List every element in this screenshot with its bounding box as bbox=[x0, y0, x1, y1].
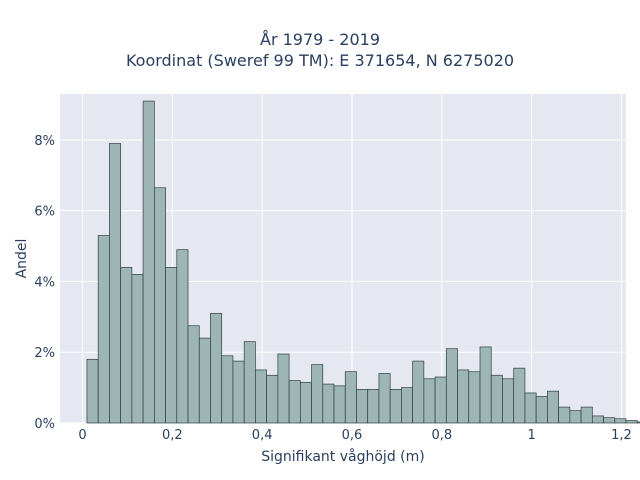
axis-ticks: 0 0,2 0,4 0,6 0,8 1 1,2 0% 2% 4% 6% 8% bbox=[34, 134, 631, 443]
histogram-bar bbox=[547, 390, 559, 424]
histogram-bar bbox=[198, 337, 211, 424]
x-tick-label: 0,6 bbox=[342, 428, 363, 443]
histogram-bar bbox=[86, 358, 99, 424]
histogram-bar bbox=[389, 389, 402, 424]
histogram-bar bbox=[187, 325, 200, 424]
chart-title-line-2: Koordinat (Sweref 99 TM): E 371654, N 62… bbox=[125, 51, 515, 70]
histogram-bar bbox=[109, 143, 121, 424]
histogram-bar bbox=[479, 346, 492, 424]
histogram-bar bbox=[614, 418, 627, 424]
histogram-bar bbox=[513, 367, 526, 424]
histogram-bar bbox=[524, 392, 537, 424]
histogram-bar bbox=[356, 389, 369, 424]
histogram-bar bbox=[423, 378, 436, 424]
y-tick-label: 8% bbox=[34, 134, 55, 149]
x-tick-label: 0,8 bbox=[431, 428, 452, 443]
y-tick-label: 2% bbox=[34, 346, 55, 361]
histogram-bar bbox=[367, 389, 380, 424]
x-tick-label: 0 bbox=[78, 428, 86, 443]
histogram-bar bbox=[636, 421, 640, 424]
chart-title-line-1: År 1979 - 2019 bbox=[260, 30, 380, 49]
histogram-bar bbox=[535, 396, 548, 424]
y-tick-label: 4% bbox=[34, 275, 55, 290]
histogram-bar bbox=[277, 353, 290, 424]
histogram-bar bbox=[142, 100, 155, 424]
histogram-bar bbox=[344, 371, 357, 424]
histogram-bar bbox=[299, 381, 312, 424]
histogram-bar bbox=[333, 385, 346, 424]
histogram-bar bbox=[266, 374, 279, 424]
histogram-bars bbox=[86, 100, 640, 424]
histogram-bar bbox=[434, 376, 447, 424]
x-tick-label: 1 bbox=[528, 428, 536, 443]
histogram-bar bbox=[378, 373, 391, 424]
histogram-bar bbox=[490, 374, 503, 424]
histogram-bar bbox=[569, 410, 582, 424]
histogram-bar bbox=[445, 348, 458, 424]
histogram-bar bbox=[210, 312, 223, 424]
x-tick-label: 0,2 bbox=[162, 428, 183, 443]
histogram-bar bbox=[255, 369, 267, 424]
histogram-bar bbox=[401, 387, 413, 424]
histogram-bar bbox=[176, 249, 189, 424]
histogram-bar bbox=[625, 420, 638, 424]
x-axis-title: Signifikant våghöjd (m) bbox=[261, 448, 424, 465]
x-tick-label: 1,2 bbox=[611, 428, 632, 443]
x-tick-label: 0,4 bbox=[252, 428, 273, 443]
histogram-bar bbox=[243, 341, 256, 424]
histogram-bar bbox=[457, 369, 470, 424]
y-tick-label: 0% bbox=[34, 417, 55, 432]
histogram-bar bbox=[165, 266, 178, 424]
histogram-bar bbox=[232, 360, 245, 424]
histogram-bar bbox=[591, 415, 604, 424]
histogram-bar bbox=[131, 274, 144, 424]
histogram-bar bbox=[288, 380, 301, 424]
histogram-bar bbox=[603, 417, 616, 424]
histogram-bar bbox=[120, 266, 133, 424]
histogram-bar bbox=[412, 360, 425, 424]
y-axis-title: Andel bbox=[14, 239, 30, 279]
histogram-bar bbox=[97, 235, 110, 424]
histogram-bar bbox=[322, 383, 335, 424]
histogram-bar bbox=[468, 371, 481, 424]
histogram-bar bbox=[558, 406, 571, 424]
histogram-bar bbox=[311, 364, 324, 424]
histogram-bar bbox=[153, 187, 166, 424]
histogram-bar bbox=[221, 355, 234, 424]
histogram-bar bbox=[502, 378, 515, 424]
y-tick-label: 6% bbox=[34, 205, 55, 220]
histogram-bar bbox=[580, 406, 593, 424]
